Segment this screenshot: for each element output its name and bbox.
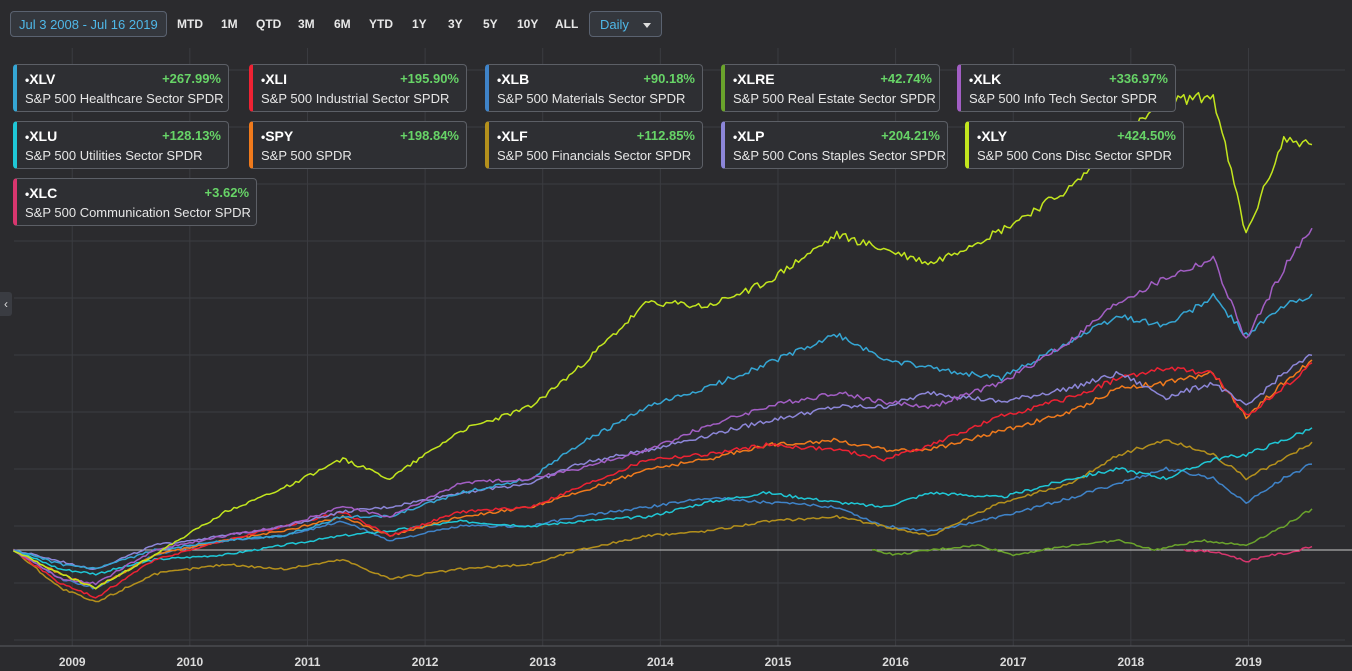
- fund-name: S&P 500 Cons Disc Sector SPDR: [977, 148, 1172, 163]
- ticker: XLY: [977, 128, 1007, 144]
- legend-card-xly[interactable]: XLY +424.50% S&P 500 Cons Disc Sector SP…: [965, 121, 1184, 169]
- series-line-spy: [12, 359, 1313, 590]
- legend-card-xlc[interactable]: XLC +3.62% S&P 500 Communication Sector …: [13, 178, 257, 226]
- toolbar: Jul 3 2008 - Jul 16 2019 MTD 1M QTD 3M 6…: [0, 0, 1352, 48]
- period-6m-button[interactable]: 6M: [334, 17, 351, 31]
- chart-series: [12, 91, 1313, 603]
- interval-dropdown[interactable]: Daily: [589, 11, 662, 37]
- ticker: XLP: [733, 128, 764, 144]
- x-tick-label: 2010: [176, 655, 203, 669]
- fund-name: S&P 500 Cons Staples Sector SPDR: [733, 148, 946, 163]
- series-line-xlre: [872, 508, 1313, 557]
- ticker: XLF: [497, 128, 528, 144]
- x-tick-label: 2009: [59, 655, 86, 669]
- legend-card-xlu[interactable]: XLU +128.13% S&P 500 Utilities Sector SP…: [13, 121, 229, 169]
- fund-name: S&P 500 Utilities Sector SPDR: [25, 148, 203, 163]
- x-tick-label: 2017: [1000, 655, 1027, 669]
- ticker: XLRE: [733, 71, 775, 87]
- collapse-panel-button[interactable]: ‹: [0, 292, 12, 316]
- x-tick-label: 2012: [412, 655, 439, 669]
- period-1y-button[interactable]: 1Y: [412, 17, 427, 31]
- legend-card-xli[interactable]: XLI +195.90% S&P 500 Industrial Sector S…: [249, 64, 467, 112]
- x-tick-label: 2019: [1235, 655, 1262, 669]
- legend-card-xlv[interactable]: XLV +267.99% S&P 500 Healthcare Sector S…: [13, 64, 229, 112]
- legend-card-spy[interactable]: SPY +198.84% S&P 500 SPDR: [249, 121, 467, 169]
- period-qtd-button[interactable]: QTD: [256, 17, 282, 31]
- change-pct: +195.90%: [400, 71, 459, 86]
- fund-name: S&P 500 Materials Sector SPDR: [497, 91, 686, 106]
- change-pct: +336.97%: [1109, 71, 1168, 86]
- x-tick-label: 2011: [294, 655, 320, 669]
- x-tick-label: 2018: [1118, 655, 1145, 669]
- change-pct: +424.50%: [1117, 128, 1176, 143]
- legend-card-xlf[interactable]: XLF +112.85% S&P 500 Financials Sector S…: [485, 121, 703, 169]
- x-tick-label: 2013: [529, 655, 556, 669]
- fund-name: S&P 500 SPDR: [261, 148, 352, 163]
- interval-dropdown-label: Daily: [600, 17, 629, 32]
- period-1m-button[interactable]: 1M: [221, 17, 238, 31]
- period-5y-button[interactable]: 5Y: [483, 17, 498, 31]
- period-all-button[interactable]: ALL: [555, 17, 579, 31]
- fund-name: S&P 500 Communication Sector SPDR: [25, 205, 251, 220]
- change-pct: +204.21%: [881, 128, 940, 143]
- change-pct: +112.85%: [636, 128, 695, 143]
- change-pct: +3.62%: [204, 185, 249, 200]
- change-pct: +198.84%: [400, 128, 459, 143]
- period-ytd-button[interactable]: YTD: [369, 17, 393, 31]
- series-line-xlv: [13, 292, 1313, 570]
- period-mtd-button[interactable]: MTD: [177, 17, 203, 31]
- period-3m-button[interactable]: 3M: [298, 17, 315, 31]
- legend-card-xlre[interactable]: XLRE +42.74% S&P 500 Real Estate Sector …: [721, 64, 940, 112]
- x-tick-label: 2016: [882, 655, 909, 669]
- date-range-button[interactable]: Jul 3 2008 - Jul 16 2019: [10, 11, 167, 37]
- legend-card-xlp[interactable]: XLP +204.21% S&P 500 Cons Staples Sector…: [721, 121, 948, 169]
- chevron-left-icon: ‹: [4, 297, 8, 311]
- ticker: XLB: [497, 71, 529, 87]
- period-10y-button[interactable]: 10Y: [517, 17, 539, 31]
- period-3y-button[interactable]: 3Y: [448, 17, 463, 31]
- series-line-xlk: [13, 227, 1313, 586]
- chevron-down-icon: [643, 23, 651, 28]
- series-line-xlu: [13, 427, 1313, 576]
- x-tick-label: 2015: [765, 655, 792, 669]
- series-line-xlc: [1183, 545, 1313, 563]
- x-axis-labels: 2009 2010 2011 2012 2013 2014 2015 2016 2017 2018…: [59, 655, 1262, 669]
- series-line-xlp: [13, 354, 1313, 570]
- x-tick-label: 2014: [647, 655, 674, 669]
- series-line-xlf: [12, 439, 1313, 603]
- fund-name: S&P 500 Real Estate Sector SPDR: [733, 91, 936, 106]
- ticker: XLK: [969, 71, 1001, 87]
- ticker: XLI: [261, 71, 287, 87]
- legend-card-xlb[interactable]: XLB +90.18% S&P 500 Materials Sector SPD…: [485, 64, 703, 112]
- fund-name: S&P 500 Healthcare Sector SPDR: [25, 91, 224, 106]
- ticker: XLV: [25, 71, 55, 87]
- fund-name: S&P 500 Industrial Sector SPDR: [261, 91, 450, 106]
- fund-name: S&P 500 Info Tech Sector SPDR: [969, 91, 1158, 106]
- change-pct: +267.99%: [162, 71, 221, 86]
- fund-name: S&P 500 Financials Sector SPDR: [497, 148, 692, 163]
- change-pct: +128.13%: [162, 128, 221, 143]
- series-line-xli: [13, 362, 1313, 599]
- legend-card-xlk[interactable]: XLK +336.97% S&P 500 Info Tech Sector SP…: [957, 64, 1176, 112]
- change-pct: +42.74%: [880, 71, 932, 86]
- ticker: XLU: [25, 128, 57, 144]
- ticker: SPY: [261, 128, 293, 144]
- ticker: XLC: [25, 185, 57, 201]
- change-pct: +90.18%: [643, 71, 695, 86]
